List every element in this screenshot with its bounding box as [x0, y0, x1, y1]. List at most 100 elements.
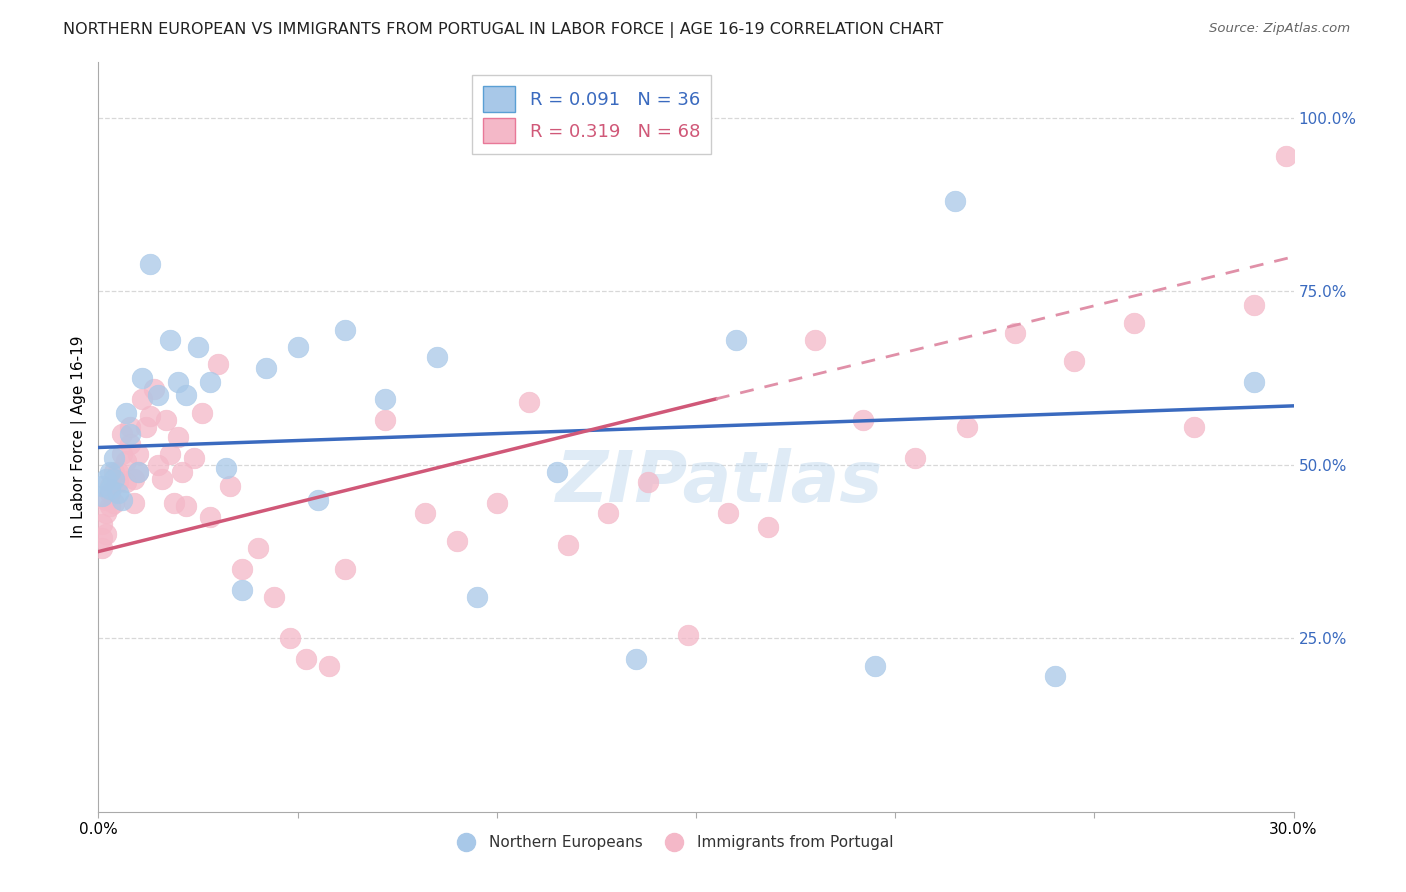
Point — [956, 419, 979, 434]
Point — [1123, 316, 1146, 330]
Point — [307, 492, 329, 507]
Y-axis label: In Labor Force | Age 16-19: In Labor Force | Age 16-19 — [72, 335, 87, 539]
Point — [111, 426, 134, 441]
Point — [159, 447, 181, 461]
Text: NORTHERN EUROPEAN VS IMMIGRANTS FROM PORTUGAL IN LABOR FORCE | AGE 16-19 CORRELA: NORTHERN EUROPEAN VS IMMIGRANTS FROM POR… — [63, 22, 943, 38]
Point — [1274, 149, 1296, 163]
Point — [148, 388, 170, 402]
Point — [120, 426, 142, 441]
Point — [446, 534, 468, 549]
Point — [96, 527, 118, 541]
Point — [174, 500, 197, 514]
Point — [91, 478, 114, 492]
Point — [115, 454, 138, 468]
Point — [263, 590, 285, 604]
Point — [135, 419, 157, 434]
Point — [103, 472, 125, 486]
Point — [98, 465, 122, 479]
Point — [150, 472, 173, 486]
Point — [167, 430, 190, 444]
Point — [231, 582, 253, 597]
Point — [139, 257, 162, 271]
Point — [1063, 353, 1085, 368]
Point — [191, 406, 214, 420]
Point — [96, 507, 118, 521]
Text: ZIPatlas: ZIPatlas — [557, 448, 883, 516]
Point — [215, 461, 238, 475]
Point — [127, 447, 149, 461]
Point — [676, 628, 699, 642]
Point — [143, 382, 166, 396]
Point — [96, 492, 118, 507]
Point — [335, 562, 357, 576]
Point — [163, 496, 186, 510]
Point — [943, 194, 966, 209]
Point — [155, 413, 177, 427]
Point — [91, 531, 114, 545]
Point — [98, 482, 122, 496]
Point — [231, 562, 253, 576]
Point — [172, 465, 194, 479]
Point — [187, 340, 209, 354]
Point — [717, 507, 740, 521]
Point — [107, 465, 129, 479]
Point — [111, 492, 134, 507]
Point — [98, 478, 122, 492]
Point — [426, 351, 449, 365]
Point — [207, 357, 229, 371]
Point — [374, 392, 396, 406]
Point — [111, 447, 134, 461]
Point — [198, 375, 221, 389]
Point — [91, 489, 114, 503]
Point — [183, 450, 205, 465]
Point — [148, 458, 170, 472]
Point — [598, 507, 620, 521]
Point — [637, 475, 659, 490]
Point — [120, 437, 142, 451]
Point — [465, 590, 488, 604]
Point — [1243, 298, 1265, 312]
Point — [254, 360, 277, 375]
Point — [318, 659, 340, 673]
Point — [626, 652, 648, 666]
Point — [1182, 419, 1205, 434]
Point — [96, 472, 118, 486]
Point — [335, 322, 357, 336]
Point — [91, 541, 114, 555]
Point — [167, 375, 190, 389]
Point — [219, 478, 242, 492]
Point — [413, 507, 436, 521]
Point — [127, 465, 149, 479]
Point — [804, 333, 827, 347]
Point — [103, 496, 125, 510]
Point — [124, 472, 146, 486]
Point — [724, 333, 747, 347]
Point — [103, 450, 125, 465]
Point — [115, 475, 138, 490]
Point — [865, 659, 887, 673]
Point — [294, 652, 316, 666]
Point — [98, 485, 122, 500]
Point — [131, 371, 153, 385]
Point — [103, 465, 125, 479]
Point — [852, 413, 875, 427]
Point — [278, 632, 301, 646]
Point — [517, 395, 540, 409]
Point — [107, 485, 129, 500]
Point — [124, 496, 146, 510]
Point — [374, 413, 396, 427]
Point — [756, 520, 779, 534]
Point — [98, 500, 122, 514]
Point — [91, 516, 114, 531]
Point — [198, 509, 221, 524]
Point — [485, 496, 508, 510]
Point — [287, 340, 309, 354]
Point — [115, 406, 138, 420]
Point — [1004, 326, 1026, 340]
Point — [107, 475, 129, 490]
Point — [1243, 375, 1265, 389]
Legend: Northern Europeans, Immigrants from Portugal: Northern Europeans, Immigrants from Port… — [444, 830, 900, 856]
Point — [1043, 669, 1066, 683]
Text: Source: ZipAtlas.com: Source: ZipAtlas.com — [1209, 22, 1350, 36]
Point — [139, 409, 162, 424]
